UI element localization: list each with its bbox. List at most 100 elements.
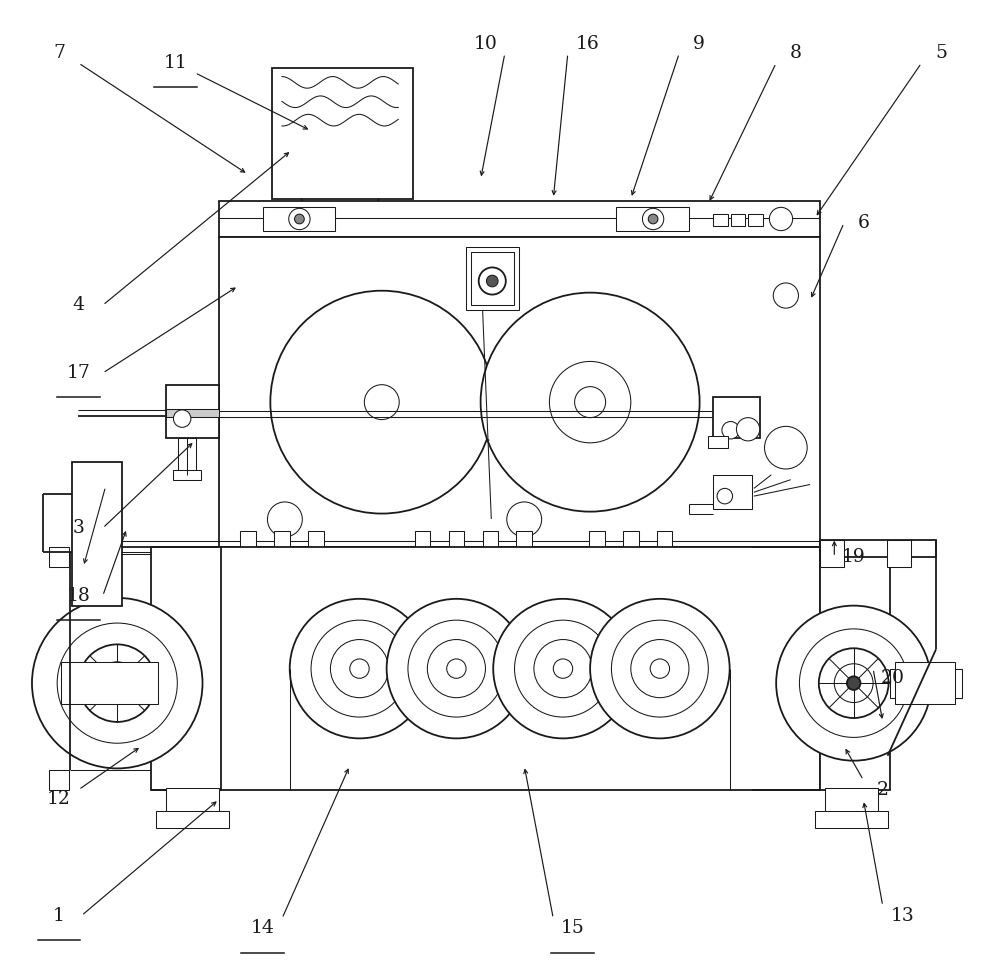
Circle shape	[776, 606, 931, 761]
Bar	[748, 214, 763, 226]
Circle shape	[736, 418, 760, 441]
Circle shape	[109, 675, 125, 691]
Circle shape	[631, 640, 689, 698]
Bar	[156, 811, 229, 828]
Bar	[657, 531, 672, 550]
Bar	[815, 811, 888, 828]
Bar	[274, 531, 290, 550]
Bar	[49, 547, 69, 567]
Circle shape	[295, 214, 304, 224]
Text: 6: 6	[857, 214, 869, 232]
Circle shape	[590, 599, 730, 738]
Bar	[713, 475, 752, 509]
Bar	[887, 540, 911, 567]
Circle shape	[507, 502, 542, 537]
Bar	[70, 669, 151, 698]
Text: 7: 7	[53, 45, 65, 62]
Circle shape	[267, 502, 302, 537]
Circle shape	[642, 208, 664, 230]
Bar	[589, 531, 605, 550]
Bar	[820, 547, 890, 790]
Circle shape	[427, 640, 485, 698]
Circle shape	[493, 599, 633, 738]
Circle shape	[534, 640, 592, 698]
Text: 11: 11	[164, 54, 187, 72]
Text: 9: 9	[693, 35, 705, 52]
Circle shape	[387, 599, 526, 738]
Text: 19: 19	[842, 548, 866, 566]
Text: 15: 15	[561, 920, 585, 937]
Text: 8: 8	[790, 45, 802, 62]
Circle shape	[350, 659, 369, 678]
Bar	[616, 207, 689, 231]
Bar	[308, 531, 324, 550]
Text: 2: 2	[877, 781, 889, 798]
Circle shape	[486, 275, 498, 287]
Circle shape	[553, 659, 573, 678]
Bar	[166, 385, 219, 438]
Bar	[72, 462, 122, 606]
Circle shape	[447, 659, 466, 678]
Circle shape	[769, 207, 793, 231]
Bar	[272, 68, 413, 199]
Bar	[820, 540, 936, 557]
Text: 4: 4	[72, 297, 84, 314]
Text: 5: 5	[935, 45, 947, 62]
Bar	[890, 669, 962, 698]
Bar	[516, 531, 532, 550]
Circle shape	[847, 676, 860, 690]
Bar	[173, 470, 201, 480]
Circle shape	[408, 620, 505, 717]
Bar	[151, 547, 221, 790]
Circle shape	[722, 422, 739, 439]
Circle shape	[549, 361, 631, 443]
Circle shape	[611, 620, 708, 717]
Bar	[825, 788, 878, 819]
Bar	[713, 397, 760, 438]
Circle shape	[773, 283, 798, 308]
Circle shape	[765, 426, 807, 469]
Text: 1: 1	[53, 907, 65, 924]
Text: 10: 10	[474, 35, 497, 52]
Circle shape	[32, 598, 203, 768]
Text: 12: 12	[47, 791, 71, 808]
Bar	[471, 252, 514, 305]
Circle shape	[717, 488, 733, 504]
Circle shape	[270, 291, 493, 514]
Bar	[731, 214, 745, 226]
Bar	[415, 531, 430, 550]
Text: 17: 17	[67, 364, 90, 382]
Bar	[713, 214, 728, 226]
Bar	[219, 237, 820, 547]
Circle shape	[78, 644, 156, 722]
Bar	[178, 438, 196, 475]
Text: 14: 14	[251, 920, 275, 937]
Circle shape	[650, 659, 670, 678]
Circle shape	[330, 640, 389, 698]
Circle shape	[173, 410, 191, 427]
Circle shape	[515, 620, 611, 717]
Circle shape	[834, 664, 873, 703]
Bar	[483, 531, 498, 550]
Circle shape	[311, 620, 408, 717]
Circle shape	[479, 267, 506, 295]
Bar	[820, 540, 844, 567]
Bar	[449, 531, 464, 550]
Circle shape	[481, 293, 700, 512]
Bar	[263, 207, 335, 231]
Circle shape	[819, 648, 889, 718]
Text: 20: 20	[880, 670, 904, 687]
Bar	[49, 770, 69, 790]
Circle shape	[96, 662, 139, 704]
Text: 3: 3	[73, 519, 84, 537]
Bar	[219, 547, 820, 790]
Circle shape	[648, 214, 658, 224]
Bar	[219, 201, 820, 237]
Bar	[623, 531, 639, 550]
Bar	[61, 662, 158, 704]
Text: 18: 18	[67, 587, 90, 605]
Bar	[466, 247, 519, 310]
Text: 16: 16	[575, 35, 599, 52]
Bar	[240, 531, 256, 550]
Circle shape	[575, 387, 606, 418]
